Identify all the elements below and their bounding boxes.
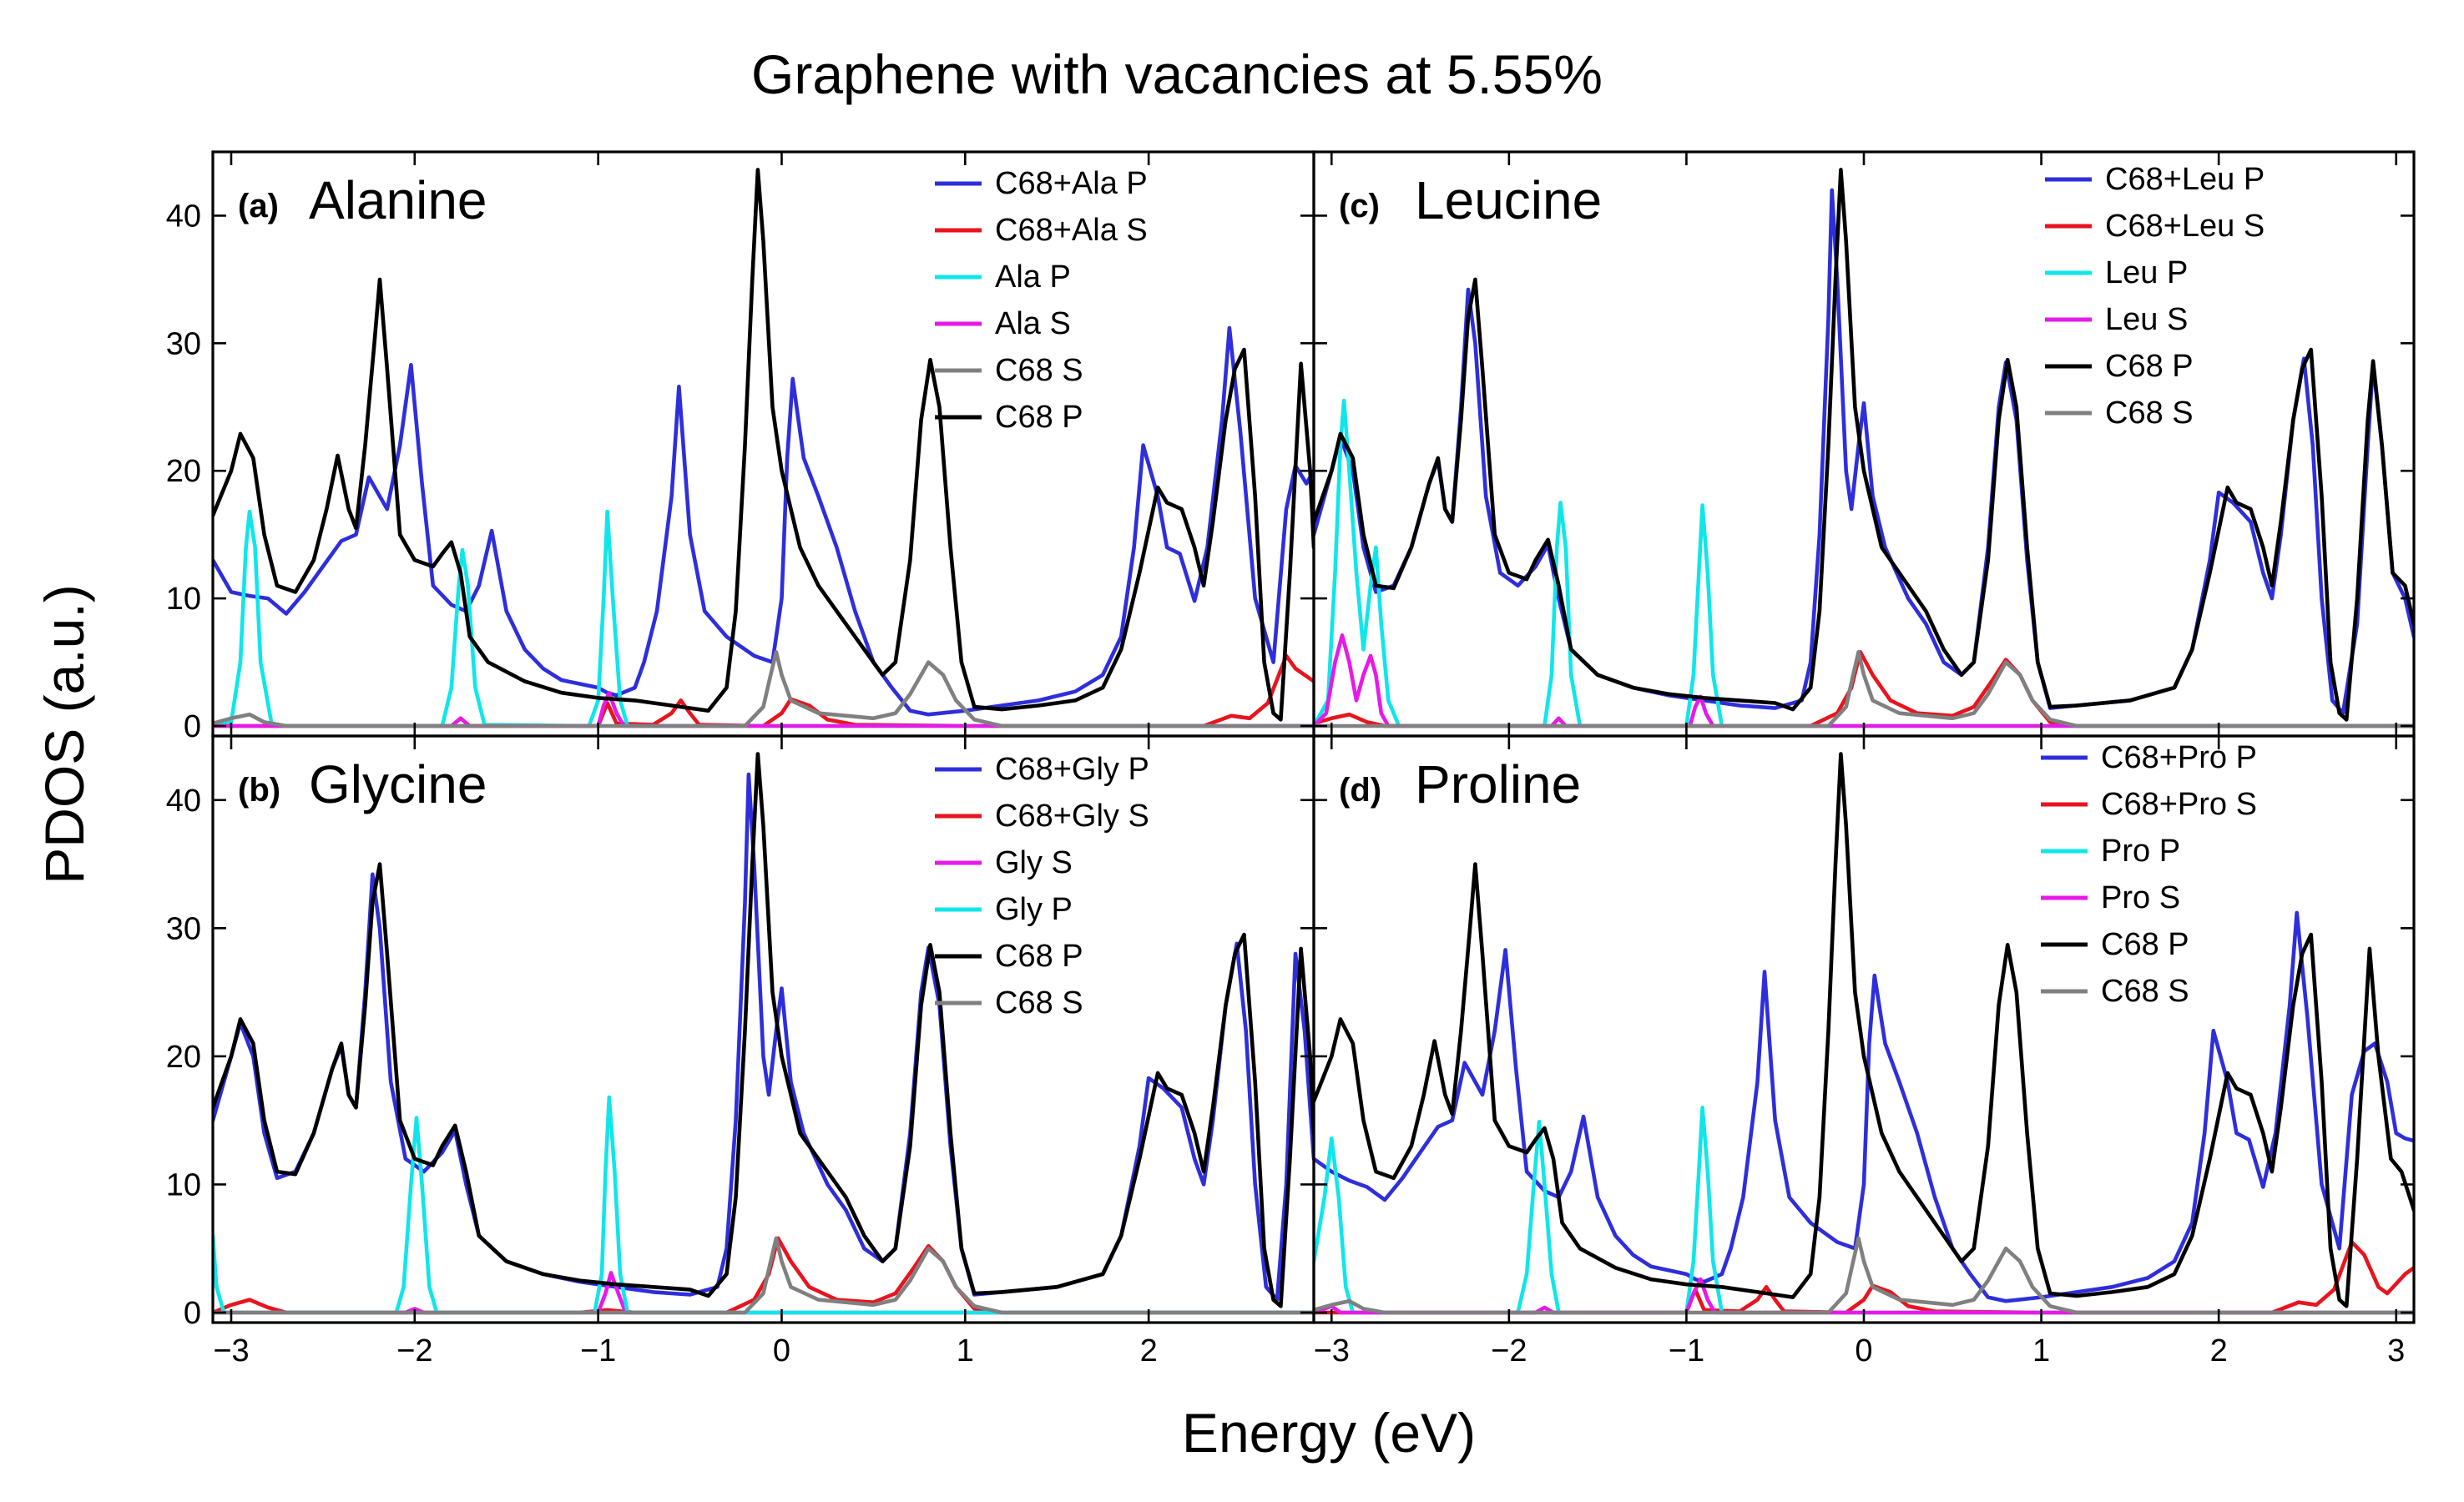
legend-entry: C68+Leu P <box>2105 162 2265 197</box>
legend-entry: C68 P <box>995 400 1083 435</box>
x-tick-label: 0 <box>773 1333 790 1368</box>
legend-entry: C68+Gly P <box>995 752 1149 787</box>
series-line-leu-p <box>1314 398 2414 728</box>
panel-a-legend: C68+Ala P C68+Ala S Ala P Ala S C68 S C68 P <box>935 166 1148 435</box>
y-tick-label: 40 <box>166 199 201 234</box>
panel-c-tag: (c) <box>1339 188 1380 224</box>
panel-a-series-group <box>213 168 1314 728</box>
panel-b-name: Glycine <box>309 754 487 814</box>
panel-a-name: Alanine <box>309 170 487 230</box>
y-tick-label: 0 <box>184 1296 201 1331</box>
panel-d-legend: C68+Pro P C68+Pro S Pro P Pro S C68 P C68 S <box>2041 740 2257 1009</box>
panel-a-tag: (a) <box>238 188 279 224</box>
series-line-c68-s <box>213 650 1314 728</box>
panel-c-series-group <box>1314 168 2414 728</box>
panel-c-name: Leucine <box>1415 170 1602 230</box>
series-line-ala-p <box>213 509 1314 728</box>
series-line-c68-ala-s <box>213 653 1314 728</box>
panel-d-name: Proline <box>1415 754 1581 814</box>
legend-entry: C68+Pro S <box>2101 787 2257 822</box>
x-axis-label: Energy (eV) <box>1182 1402 1476 1464</box>
panel-b-legend: C68+Gly P C68+Gly S Gly S Gly P C68 P C68 S <box>935 752 1149 1021</box>
y-tick-label: 20 <box>166 1040 201 1075</box>
legend-entry: C68 S <box>995 985 1083 1021</box>
series-line-c68-p <box>213 168 1314 722</box>
series-line-c68-pro-s <box>1314 1240 2414 1315</box>
x-tick-label: −2 <box>396 1333 432 1368</box>
series-line-c68-s <box>1314 650 2414 728</box>
legend-entry: Gly P <box>995 892 1073 927</box>
y-tick-label: 20 <box>166 454 201 489</box>
legend-entry: Leu S <box>2105 302 2188 337</box>
y-tick-label: 10 <box>166 1167 201 1202</box>
series-line-c68-s <box>213 1236 1314 1315</box>
y-tick-label: 0 <box>184 709 201 744</box>
x-tick-label: 2 <box>1140 1333 1158 1368</box>
x-tick-label: −1 <box>1669 1333 1704 1368</box>
y-tick-label: 30 <box>166 911 201 946</box>
series-line-c68-leu-s <box>1314 650 2414 728</box>
legend-entry: C68 S <box>995 353 1083 388</box>
legend-entry: Pro P <box>2101 834 2180 869</box>
legend-entry: C68+Ala P <box>995 166 1148 201</box>
series-line-c68-ala-p <box>213 325 1314 717</box>
panel-d-frame <box>1312 734 2416 1324</box>
legend-entry: C68 S <box>2101 974 2189 1009</box>
legend-entry: C68 S <box>2105 396 2194 431</box>
series-line-c68-p <box>1314 752 2414 1308</box>
panel-d-tag: (d) <box>1339 772 1381 809</box>
y-axis-label: PDOS (a.u.) <box>33 584 95 884</box>
x-tick-label: 0 <box>1855 1333 1872 1368</box>
legend-entry: Ala P <box>995 260 1071 295</box>
x-tick-label: −3 <box>213 1333 249 1368</box>
legend-entry: C68+Ala S <box>995 213 1148 248</box>
legend-entry: Leu P <box>2105 255 2188 290</box>
y-tick-label: 10 <box>166 582 201 617</box>
legend-entry: C68 P <box>995 939 1083 974</box>
x-tick-label: 1 <box>2032 1333 2050 1368</box>
x-tick-label: −1 <box>580 1333 616 1368</box>
series-line-c68-leu-p <box>1314 188 2414 715</box>
legend-entry: Ala S <box>995 306 1071 341</box>
series-line-ala-s <box>213 690 1314 728</box>
series-line-pro-p <box>1314 1106 2414 1315</box>
legend-entry: C68 P <box>2101 927 2189 962</box>
legend-entry: C68+Pro P <box>2101 740 2257 775</box>
legend-entry: C68+Leu S <box>2105 209 2265 244</box>
panel-b-series-group <box>213 752 1314 1315</box>
series-line-c68-p <box>1314 168 2414 722</box>
x-tick-label: 1 <box>957 1333 974 1368</box>
series-line-c68-gly-s <box>213 1236 1314 1315</box>
panel-d-series-group <box>1314 752 2414 1315</box>
x-tick-label: 3 <box>2387 1333 2405 1368</box>
panel-d-proline: −3 −2 −1 0 1 2 3 (d) Proline C68+Pro P C68+Pro S Pr… <box>1312 734 2416 1368</box>
panel-a-alanine: 0 10 20 30 40 (a) Alanine C68+Ala P C68+Ala S Ala… <box>166 150 1315 744</box>
legend-entry: Pro S <box>2101 880 2180 915</box>
figure-title: Graphene with vacancies at 5.55% <box>751 43 1603 105</box>
legend-entry: Gly S <box>995 845 1073 880</box>
x-tick-label: −3 <box>1314 1333 1350 1368</box>
x-tick-label: −2 <box>1491 1333 1527 1368</box>
y-tick-label: 40 <box>166 784 201 819</box>
x-tick-label: 2 <box>2210 1333 2228 1368</box>
series-line-c68-s <box>1314 1236 2414 1315</box>
legend-entry: C68 P <box>2105 349 2194 384</box>
legend-entry: C68+Gly S <box>995 799 1149 834</box>
panel-b-tag: (b) <box>238 772 280 809</box>
panel-c-legend: C68+Leu P C68+Leu S Leu P Leu S C68 P C68 S <box>2045 162 2265 431</box>
series-line-c68-p <box>213 752 1314 1308</box>
series-line-c68-pro-p <box>1314 910 2414 1303</box>
y-tick-label: 30 <box>166 326 201 361</box>
series-line-pro-s <box>1314 1277 2414 1315</box>
